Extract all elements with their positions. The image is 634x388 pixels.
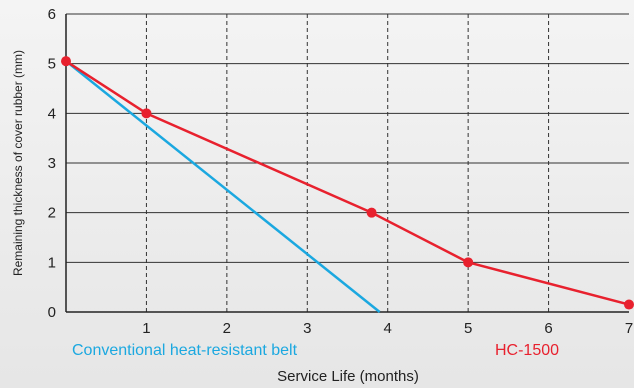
- series-line-1: [65, 60, 630, 306]
- x-tick-4: 4: [384, 320, 392, 337]
- grid-lines: [65, 13, 629, 313]
- series-1-point-0: [61, 56, 71, 67]
- x-tick-5: 5: [464, 320, 472, 337]
- series-1-point-3: [463, 257, 474, 268]
- y-tick-5: 5: [48, 56, 56, 73]
- series-1-point-4: [624, 299, 634, 310]
- y-tick-2: 2: [48, 205, 56, 222]
- y-axis-label: Remaining thickness of cover rubber (mm): [11, 50, 25, 276]
- y-tick-6: 6: [48, 6, 56, 23]
- y-tick-0: 0: [48, 304, 56, 321]
- x-axis-label: Service Life (months): [277, 368, 419, 385]
- y-tick-3: 3: [48, 155, 56, 172]
- x-tick-1: 1: [142, 320, 150, 337]
- x-tick-3: 3: [303, 320, 311, 337]
- series-1-point-2: [366, 207, 377, 218]
- x-tick-6: 6: [544, 320, 552, 337]
- series-line-0: [65, 60, 381, 313]
- y-tick-1: 1: [48, 254, 56, 271]
- tick-labels: 0 1 2 3 4 5 6 1 2 3 4 5 6 7: [48, 6, 634, 337]
- markers-layer: [61, 56, 634, 310]
- series-1-point-1: [141, 108, 152, 119]
- legend-entry-1: HC-1500: [495, 342, 559, 359]
- legend: Conventional heat-resistant belt HC-1500: [72, 342, 559, 359]
- y-tick-4: 4: [48, 105, 56, 122]
- series-layer: [65, 60, 630, 313]
- x-tick-2: 2: [223, 320, 231, 337]
- x-tick-7: 7: [625, 320, 633, 337]
- legend-entry-0: Conventional heat-resistant belt: [72, 342, 298, 359]
